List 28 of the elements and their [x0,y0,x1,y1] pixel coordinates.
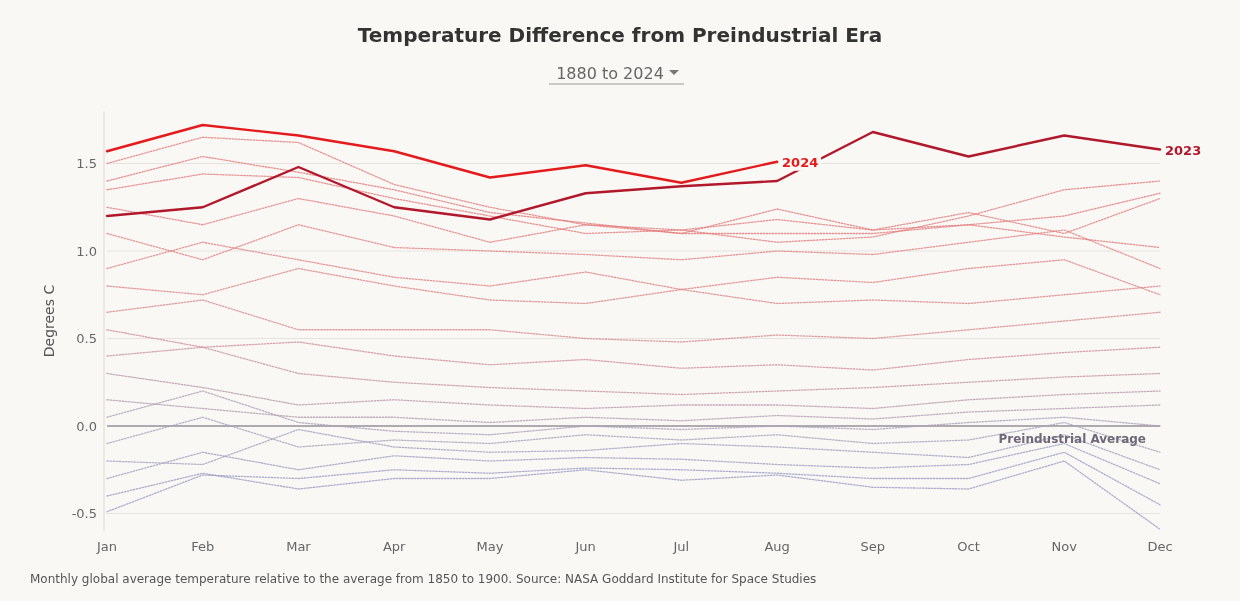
chart-title: Temperature Difference from Preindustrial Era [357,23,883,47]
line-series [106,372,1161,410]
x-tick-label: Oct [957,539,980,554]
series-label: 2023 [1165,142,1202,158]
x-tick-label: Jun [574,539,596,554]
series-label: 2024 [782,154,819,170]
line-series [105,130,1162,221]
x-tick-label: Aug [764,539,790,554]
x-tick-label: Mar [286,539,312,554]
y-tick-label: 0.0 [76,418,97,434]
text: Monthly global average temperature relative to the average from 1850 to 1900. Source: NASA Goddard Institute for Space Studies [30,572,817,586]
ref-line-label: Preindustrial Average [998,432,1146,446]
x-tick-label: Apr [382,539,407,554]
y-tick-label: 0.5 [76,331,97,347]
y-tick-label: 1.0 [76,243,97,259]
x-tick-label: Feb [191,539,215,554]
x-tick-label: Jan [95,539,118,554]
x-tick-label: Nov [1051,539,1078,554]
chart-subtitle: 1880 to 2024 [556,64,664,83]
line-series [105,123,779,184]
x-tick-label: May [476,539,504,554]
line-series [106,299,1161,343]
x-tick-label: Dec [1147,539,1173,554]
y-tick-label: -0.5 [71,506,97,522]
y-axis-title: Degrees C [41,284,57,358]
x-tick-label: Jul [672,539,690,554]
y-tick-label: 1.5 [76,156,97,172]
x-tick-label: Sep [860,539,886,554]
